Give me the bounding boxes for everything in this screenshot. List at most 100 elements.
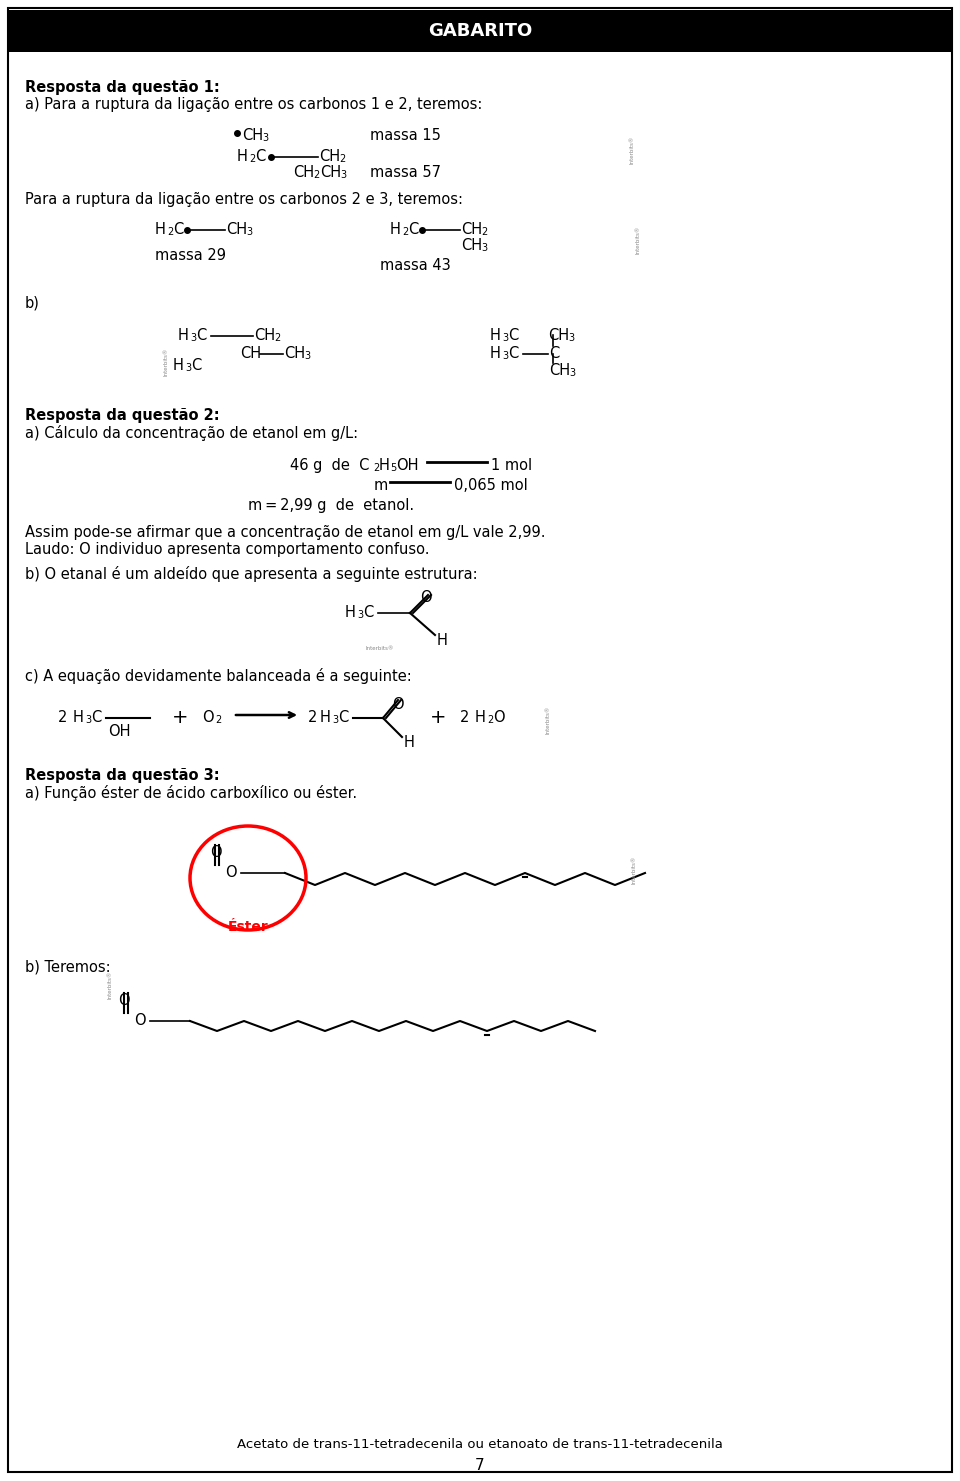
Text: O: O xyxy=(493,709,505,726)
Text: 2: 2 xyxy=(313,170,320,181)
Text: C: C xyxy=(173,222,183,237)
Text: 3: 3 xyxy=(481,243,487,253)
Text: CH: CH xyxy=(461,222,482,237)
Text: OH: OH xyxy=(396,458,419,472)
Text: massa 29: massa 29 xyxy=(155,247,226,264)
Text: Laudo: O individuo apresenta comportamento confuso.: Laudo: O individuo apresenta comportamen… xyxy=(25,542,429,557)
Text: 3: 3 xyxy=(246,227,252,237)
Text: CH: CH xyxy=(461,238,482,253)
Text: 5: 5 xyxy=(390,464,396,472)
Text: Resposta da questão 2:: Resposta da questão 2: xyxy=(25,407,220,424)
Text: H: H xyxy=(237,150,248,164)
Text: C: C xyxy=(338,709,348,726)
Text: CH: CH xyxy=(293,164,314,181)
Text: 2: 2 xyxy=(460,709,469,726)
Text: Para a ruptura da ligação entre os carbonos 2 e 3, teremos:: Para a ruptura da ligação entre os carbo… xyxy=(25,193,463,207)
Text: H: H xyxy=(73,709,84,726)
Text: C: C xyxy=(191,358,202,373)
Text: Interbits®: Interbits® xyxy=(545,706,550,735)
Text: massa 15: massa 15 xyxy=(370,127,441,144)
Text: 0,065 mol: 0,065 mol xyxy=(454,478,528,493)
Text: 2: 2 xyxy=(308,709,318,726)
Text: H: H xyxy=(437,632,448,649)
Text: O: O xyxy=(202,709,214,726)
Text: CH: CH xyxy=(242,127,263,144)
Text: C: C xyxy=(363,606,373,621)
Text: H: H xyxy=(320,709,331,726)
Text: Éster: Éster xyxy=(228,920,269,935)
Text: O: O xyxy=(134,1013,146,1028)
Text: 3: 3 xyxy=(502,351,508,361)
Text: 3: 3 xyxy=(340,170,347,181)
Text: m: m xyxy=(374,478,388,493)
Text: 3: 3 xyxy=(85,715,91,726)
Text: 7: 7 xyxy=(475,1457,485,1474)
Text: H: H xyxy=(345,606,356,621)
Text: 2: 2 xyxy=(58,709,67,726)
Text: a) Função éster de ácido carboxílico ou éster.: a) Função éster de ácido carboxílico ou … xyxy=(25,785,357,801)
Text: C: C xyxy=(91,709,101,726)
Text: Interbits®: Interbits® xyxy=(108,972,113,1000)
Text: 2: 2 xyxy=(167,227,173,237)
Text: m = 2,99 g  de  etanol.: m = 2,99 g de etanol. xyxy=(248,498,414,512)
Text: CH: CH xyxy=(240,347,261,361)
Text: CH: CH xyxy=(320,164,341,181)
Text: H: H xyxy=(390,222,401,237)
Text: H: H xyxy=(379,458,390,472)
Text: 3: 3 xyxy=(569,367,575,378)
Text: H: H xyxy=(475,709,486,726)
Text: Interbits®: Interbits® xyxy=(632,856,637,884)
Text: Interbits®: Interbits® xyxy=(366,646,395,650)
Text: Interbits®: Interbits® xyxy=(630,136,635,164)
Text: a) Cálculo da concentração de etanol em g/L:: a) Cálculo da concentração de etanol em … xyxy=(25,425,358,441)
Text: +: + xyxy=(172,708,188,727)
Text: C: C xyxy=(255,150,265,164)
Text: CH: CH xyxy=(226,222,247,237)
Text: O: O xyxy=(420,589,432,606)
Text: 3: 3 xyxy=(357,610,363,621)
Text: Interbits®: Interbits® xyxy=(635,225,640,255)
Text: 2: 2 xyxy=(481,227,488,237)
Text: CH: CH xyxy=(548,327,569,344)
Text: C: C xyxy=(508,327,518,344)
Text: 2: 2 xyxy=(274,333,280,344)
Text: Resposta da questão 1:: Resposta da questão 1: xyxy=(25,80,220,95)
Text: Interbits®: Interbits® xyxy=(163,348,168,376)
Text: C: C xyxy=(508,347,518,361)
Text: 46 g  de  C: 46 g de C xyxy=(290,458,370,472)
Text: 2: 2 xyxy=(339,154,346,164)
Text: 3: 3 xyxy=(190,333,196,344)
Text: b) Teremos:: b) Teremos: xyxy=(25,960,110,974)
Text: C: C xyxy=(408,222,419,237)
Text: CH: CH xyxy=(319,150,340,164)
Text: C: C xyxy=(196,327,206,344)
Text: OH: OH xyxy=(108,724,131,739)
Text: CH: CH xyxy=(254,327,276,344)
Text: Assim pode-se afirmar que a concentração de etanol em g/L vale 2,99.: Assim pode-se afirmar que a concentração… xyxy=(25,524,545,541)
Text: O: O xyxy=(225,865,236,880)
Text: 2: 2 xyxy=(402,227,408,237)
Text: H: H xyxy=(490,347,501,361)
Text: a) Para a ruptura da ligação entre os carbonos 1 e 2, teremos:: a) Para a ruptura da ligação entre os ca… xyxy=(25,96,482,113)
Text: 3: 3 xyxy=(304,351,310,361)
Text: H: H xyxy=(155,222,166,237)
Text: b) O etanal é um aldeído que apresenta a seguinte estrutura:: b) O etanal é um aldeído que apresenta a… xyxy=(25,566,478,582)
Text: 2: 2 xyxy=(215,715,221,726)
Text: massa 43: massa 43 xyxy=(380,258,451,273)
Text: 2: 2 xyxy=(249,154,255,164)
Text: +: + xyxy=(430,708,446,727)
Text: 2: 2 xyxy=(373,464,379,472)
Text: H: H xyxy=(404,735,415,749)
Text: O: O xyxy=(392,698,403,712)
Text: O: O xyxy=(118,992,130,1009)
Text: C: C xyxy=(549,347,560,361)
Text: H: H xyxy=(178,327,189,344)
Text: CH: CH xyxy=(284,347,305,361)
Text: 3: 3 xyxy=(332,715,338,726)
Text: c) A equação devidamente balanceada é a seguinte:: c) A equação devidamente balanceada é a … xyxy=(25,668,412,684)
Text: O: O xyxy=(210,846,222,860)
Text: Acetato de trans-11-tetradecenila ou etanoato de trans-11-tetradecenila: Acetato de trans-11-tetradecenila ou eta… xyxy=(237,1438,723,1451)
Text: 3: 3 xyxy=(262,133,268,144)
Text: 3: 3 xyxy=(502,333,508,344)
Text: 3: 3 xyxy=(568,333,574,344)
